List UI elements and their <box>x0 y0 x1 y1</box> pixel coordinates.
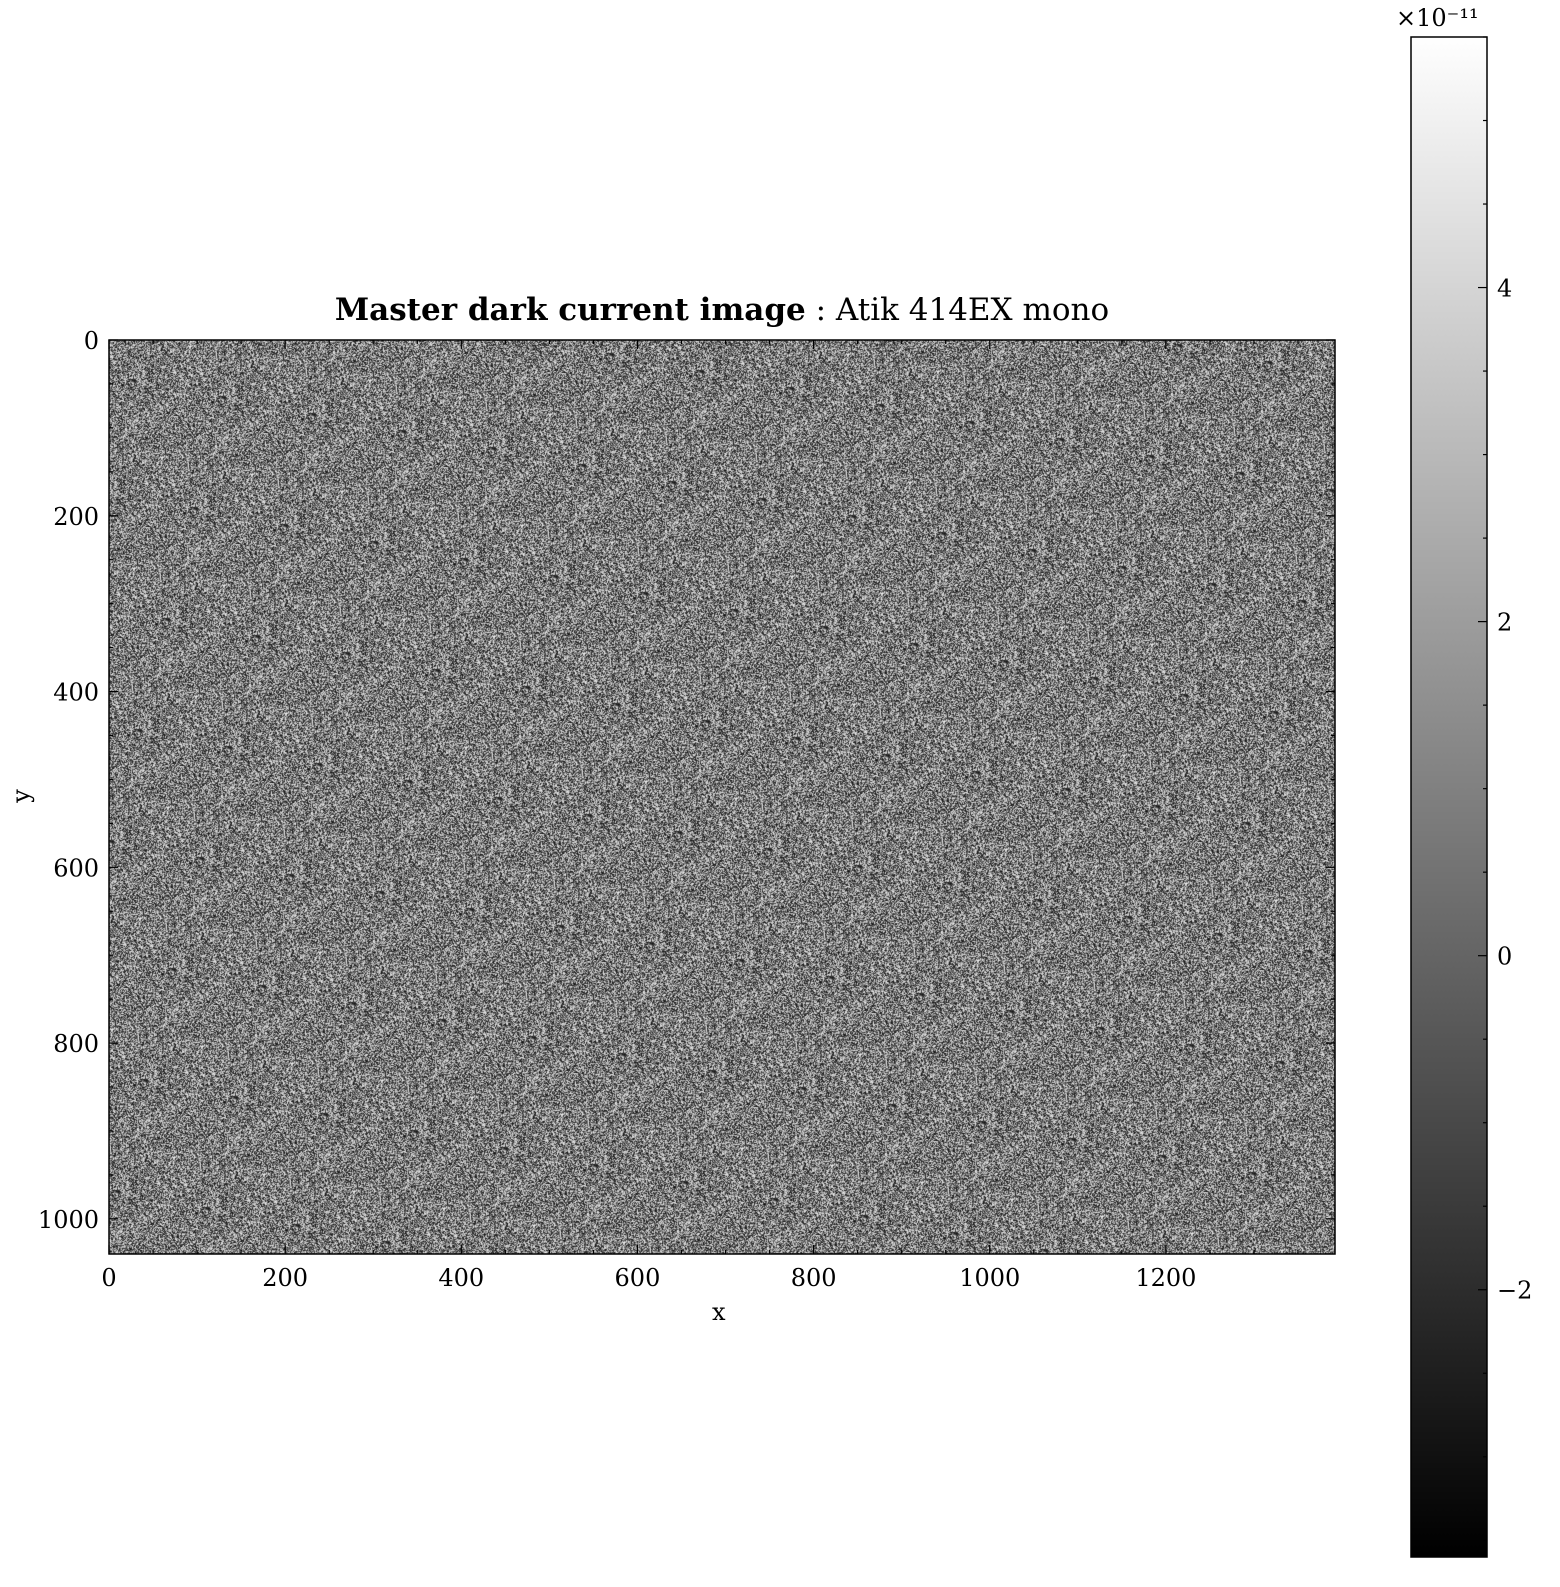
y-tick-label: 600 <box>53 854 99 882</box>
heatmap-image <box>109 340 1335 1254</box>
x-tick-label: 0 <box>101 1264 116 1292</box>
colorbar-tick-label: 0 <box>1497 943 1512 971</box>
x-tick-label: 1000 <box>959 1264 1020 1292</box>
colorbar-frame <box>1410 36 1488 1558</box>
chart-title-rest: : Atik 414EX mono <box>815 292 1110 328</box>
colorbar-tick-label: 2 <box>1497 609 1512 637</box>
chart-title-bold: Master dark current image <box>334 292 806 328</box>
colorbar-tick-label: −2 <box>1497 1277 1532 1305</box>
plot-frame <box>108 339 1336 1255</box>
x-tick-label: 800 <box>791 1264 837 1292</box>
y-tick-label: 400 <box>53 679 99 707</box>
x-tick-label: 200 <box>262 1264 308 1292</box>
x-axis-label: x <box>712 1298 726 1326</box>
colorbar-ticks: −2 0 2 4 <box>1478 36 1532 1541</box>
y-tick-label: 1000 <box>38 1206 99 1234</box>
y-tick-label: 0 <box>84 327 99 355</box>
y-axis-ticks: 0 200 400 600 800 1000 <box>38 327 1335 1234</box>
x-axis-ticks: 0 200 400 600 800 1000 1200 <box>101 340 1299 1292</box>
x-tick-label: 400 <box>438 1264 484 1292</box>
x-tick-label: 1200 <box>1135 1264 1196 1292</box>
y-tick-label: 800 <box>53 1030 99 1058</box>
x-tick-label: 600 <box>615 1264 661 1292</box>
colorbar-offset-label: ×10⁻¹¹ <box>1396 4 1479 32</box>
colorbar-tick-label: 4 <box>1497 275 1512 303</box>
y-tick-label: 200 <box>53 503 99 531</box>
chart-title: Master dark current image : Atik 414EX m… <box>109 292 1335 328</box>
y-axis-label: y <box>6 789 35 803</box>
colorbar-gradient <box>1411 37 1487 1557</box>
